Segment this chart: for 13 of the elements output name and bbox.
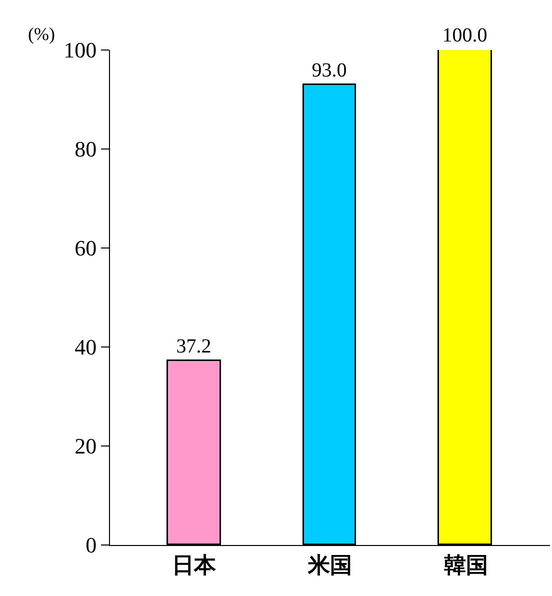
y-tick-label: 20 — [74, 434, 97, 459]
x-tick-label: 米国 — [307, 553, 352, 578]
x-tick-label: 日本 — [172, 553, 218, 578]
data-label: 37.2 — [176, 335, 212, 358]
y-tick-label: 100 — [64, 38, 97, 63]
data-label: 93.0 — [312, 59, 347, 82]
y-tick-label: 60 — [74, 236, 97, 261]
y-tick-label: 80 — [74, 136, 97, 162]
x-tick-label: 韓国 — [444, 553, 488, 578]
y-tick-label: 40 — [74, 334, 97, 360]
y-tick-label: 0 — [86, 532, 97, 558]
y-axis-title: (%) — [28, 24, 55, 44]
data-label: 100.0 — [442, 24, 488, 46]
